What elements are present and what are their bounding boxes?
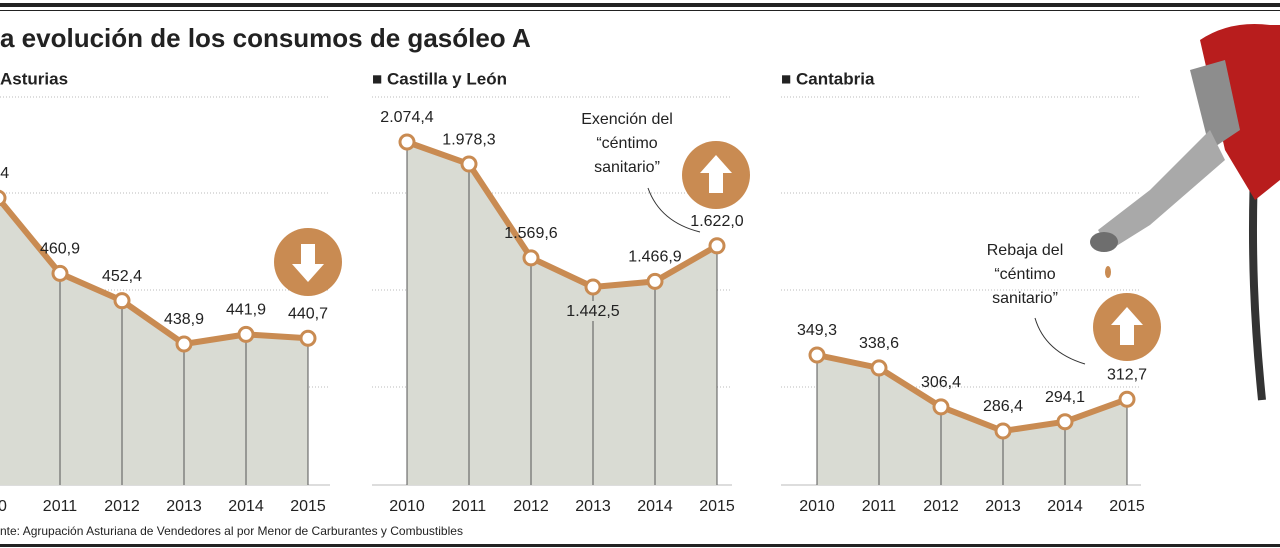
annotation: Rebaja del	[987, 242, 1064, 259]
point	[1118, 390, 1136, 408]
chart-title: ■ Cantabria	[781, 69, 875, 88]
fuel-pump	[1090, 24, 1280, 401]
x-tick-label: 2012	[513, 498, 549, 515]
value-label: 452,4	[102, 268, 142, 285]
x-tick-label: 2014	[228, 498, 264, 515]
value-label: 286,4	[983, 398, 1023, 415]
chart-title: ■ Castilla y León	[372, 69, 507, 88]
area	[407, 142, 717, 485]
point	[708, 237, 726, 255]
value-label: 1.622,0	[690, 213, 743, 230]
x-tick-label: 2015	[290, 498, 326, 515]
arrow-icon	[292, 244, 324, 282]
x-tick-label: 2015	[699, 498, 735, 515]
chart-title: Asturias	[0, 69, 68, 88]
line	[405, 139, 719, 290]
annotation-leader	[647, 187, 701, 233]
value-label: 312,7	[1107, 366, 1147, 383]
annotation-leader	[1034, 317, 1086, 365]
point	[1056, 413, 1074, 431]
value-label: 438,9	[164, 311, 204, 328]
x-tick-label: 2014	[1047, 498, 1083, 515]
x-tick-label: 2010	[799, 498, 835, 515]
x-tick-label: 2014	[637, 498, 673, 515]
value-label: 2.074,4	[380, 109, 433, 126]
line	[816, 352, 1129, 434]
x-tick-label: 2011	[452, 498, 487, 515]
value-label: 1.466,9	[628, 249, 681, 266]
point	[932, 398, 950, 416]
top-border	[0, 3, 1280, 7]
annotation: “céntimo	[596, 135, 657, 152]
point	[237, 325, 255, 343]
point	[870, 359, 888, 377]
source: nte: Agrupación Asturiana de Vendedores …	[0, 524, 463, 538]
x-tick-label: 2013	[985, 498, 1021, 515]
annotation: sanitario”	[594, 159, 660, 176]
value-label: 1.978,3	[442, 131, 495, 148]
x-tick-label: 2012	[104, 498, 140, 515]
x-tick-label: 2011	[862, 498, 897, 515]
point	[584, 278, 602, 296]
point	[175, 335, 193, 353]
annotation: sanitario”	[992, 290, 1058, 307]
annotation: Exención del	[581, 111, 673, 128]
main-title: a evolución de los consumos de gasóleo A	[0, 23, 531, 53]
point	[299, 329, 317, 347]
point	[113, 292, 131, 310]
value-label: 294,1	[1045, 389, 1085, 406]
area	[0, 200, 308, 485]
x-tick-label: 2011	[43, 498, 78, 515]
annotation: “céntimo	[994, 266, 1055, 283]
x-tick-label: 2012	[923, 498, 959, 515]
top-border-thin	[0, 10, 1280, 11]
x-tick-label: 10	[0, 498, 7, 515]
point	[646, 272, 664, 290]
value-label: 4,4	[0, 165, 9, 182]
bottom-border	[0, 544, 1280, 547]
label-bg	[563, 301, 623, 321]
arrow-icon	[1111, 307, 1143, 345]
value-label: 338,6	[859, 335, 899, 352]
x-tick-label: 2013	[575, 498, 611, 515]
x-tick-label: 2015	[1109, 498, 1145, 515]
x-tick-label: 2013	[166, 498, 202, 515]
value-label: 1.569,6	[504, 225, 557, 242]
line	[0, 196, 309, 347]
x-tick-label: 2010	[389, 498, 425, 515]
value-label: 1.442,5	[566, 303, 619, 320]
value-label: 440,7	[288, 305, 328, 322]
value-label: 306,4	[921, 374, 961, 391]
value-label: 441,9	[226, 302, 266, 319]
point	[522, 249, 540, 267]
point	[398, 133, 416, 151]
arrow-icon	[700, 155, 732, 193]
point	[808, 346, 826, 364]
value-label: 460,9	[40, 241, 80, 258]
point	[994, 422, 1012, 440]
point	[460, 155, 478, 173]
point	[51, 264, 69, 282]
point	[0, 189, 7, 207]
value-label: 349,3	[797, 322, 837, 339]
